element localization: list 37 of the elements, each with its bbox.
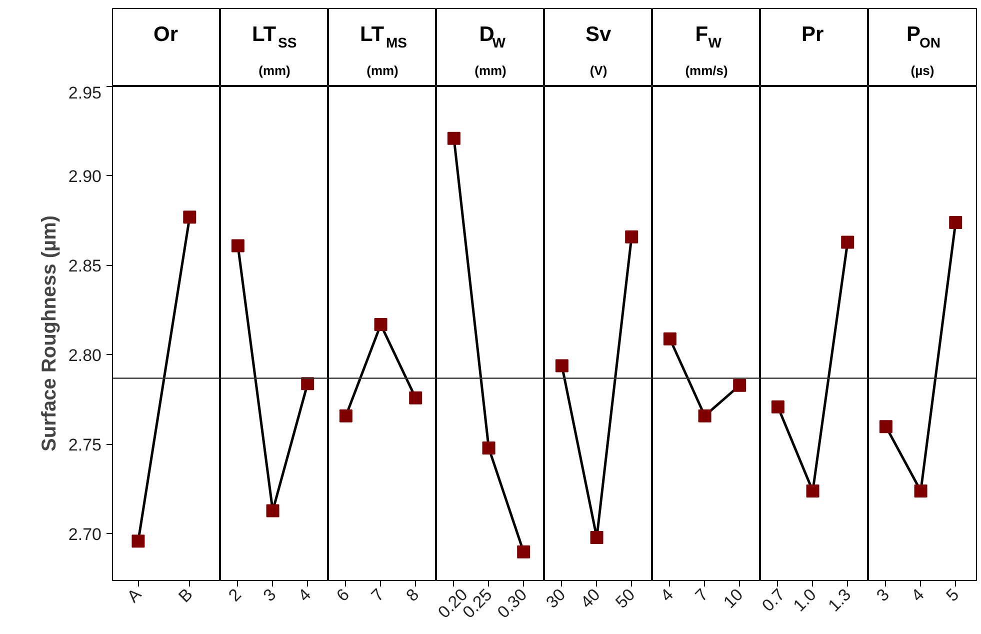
x-tick-label: B [174, 584, 196, 606]
chart-subtitle: (mm) [258, 63, 290, 78]
x-tick-label: A [123, 584, 146, 606]
x-tick-label: 0.30 [494, 585, 531, 622]
chart-subtitle: (µs) [910, 63, 934, 78]
x-tick-label: 10 [720, 585, 747, 612]
x-tick-label: 8 [402, 585, 423, 606]
x-tick-label: 30 [542, 585, 570, 612]
x-tick-label: 2 [224, 585, 245, 606]
x-tick-label: 7 [368, 585, 388, 606]
x-tick-label: 6 [332, 585, 353, 606]
x-tick-label: 50 [612, 585, 639, 612]
chart-subtitle: (mm) [366, 63, 398, 78]
chart-title: Pr [802, 23, 824, 46]
x-tick-label: 4 [908, 585, 928, 606]
x-tick-label: 4 [656, 585, 677, 606]
x-tick-label: 1.3 [824, 585, 855, 616]
chart-subtitle: (mm) [474, 63, 506, 78]
y-axis-title: Surface Roughness (µm) [38, 215, 60, 452]
x-tick-label: 4 [294, 585, 315, 606]
y-tick-label: 2.80 [68, 346, 102, 365]
y-tick-label: 2.85 [68, 256, 102, 276]
chart-title: Sv [586, 23, 612, 46]
x-tick-label: 0.7 [758, 585, 789, 616]
chart-subtitle: (mm/s) [685, 63, 728, 78]
chart-subtitle: (V) [590, 63, 608, 78]
x-tick-label: 3 [260, 585, 280, 606]
x-tick-label: 3 [872, 585, 893, 606]
x-tick-label: 40 [577, 585, 604, 612]
x-tick-label: 1.0 [790, 585, 820, 616]
x-tick-label: 7 [692, 585, 712, 606]
y-tick-label: 2.70 [68, 524, 102, 544]
y-tick-label: 2.75 [68, 435, 102, 454]
y-tick-label: 2.90 [68, 166, 102, 186]
y-tick-label: 2.95 [68, 84, 102, 102]
x-tick-label: 5 [942, 585, 963, 606]
chart-title: Or [154, 23, 178, 46]
